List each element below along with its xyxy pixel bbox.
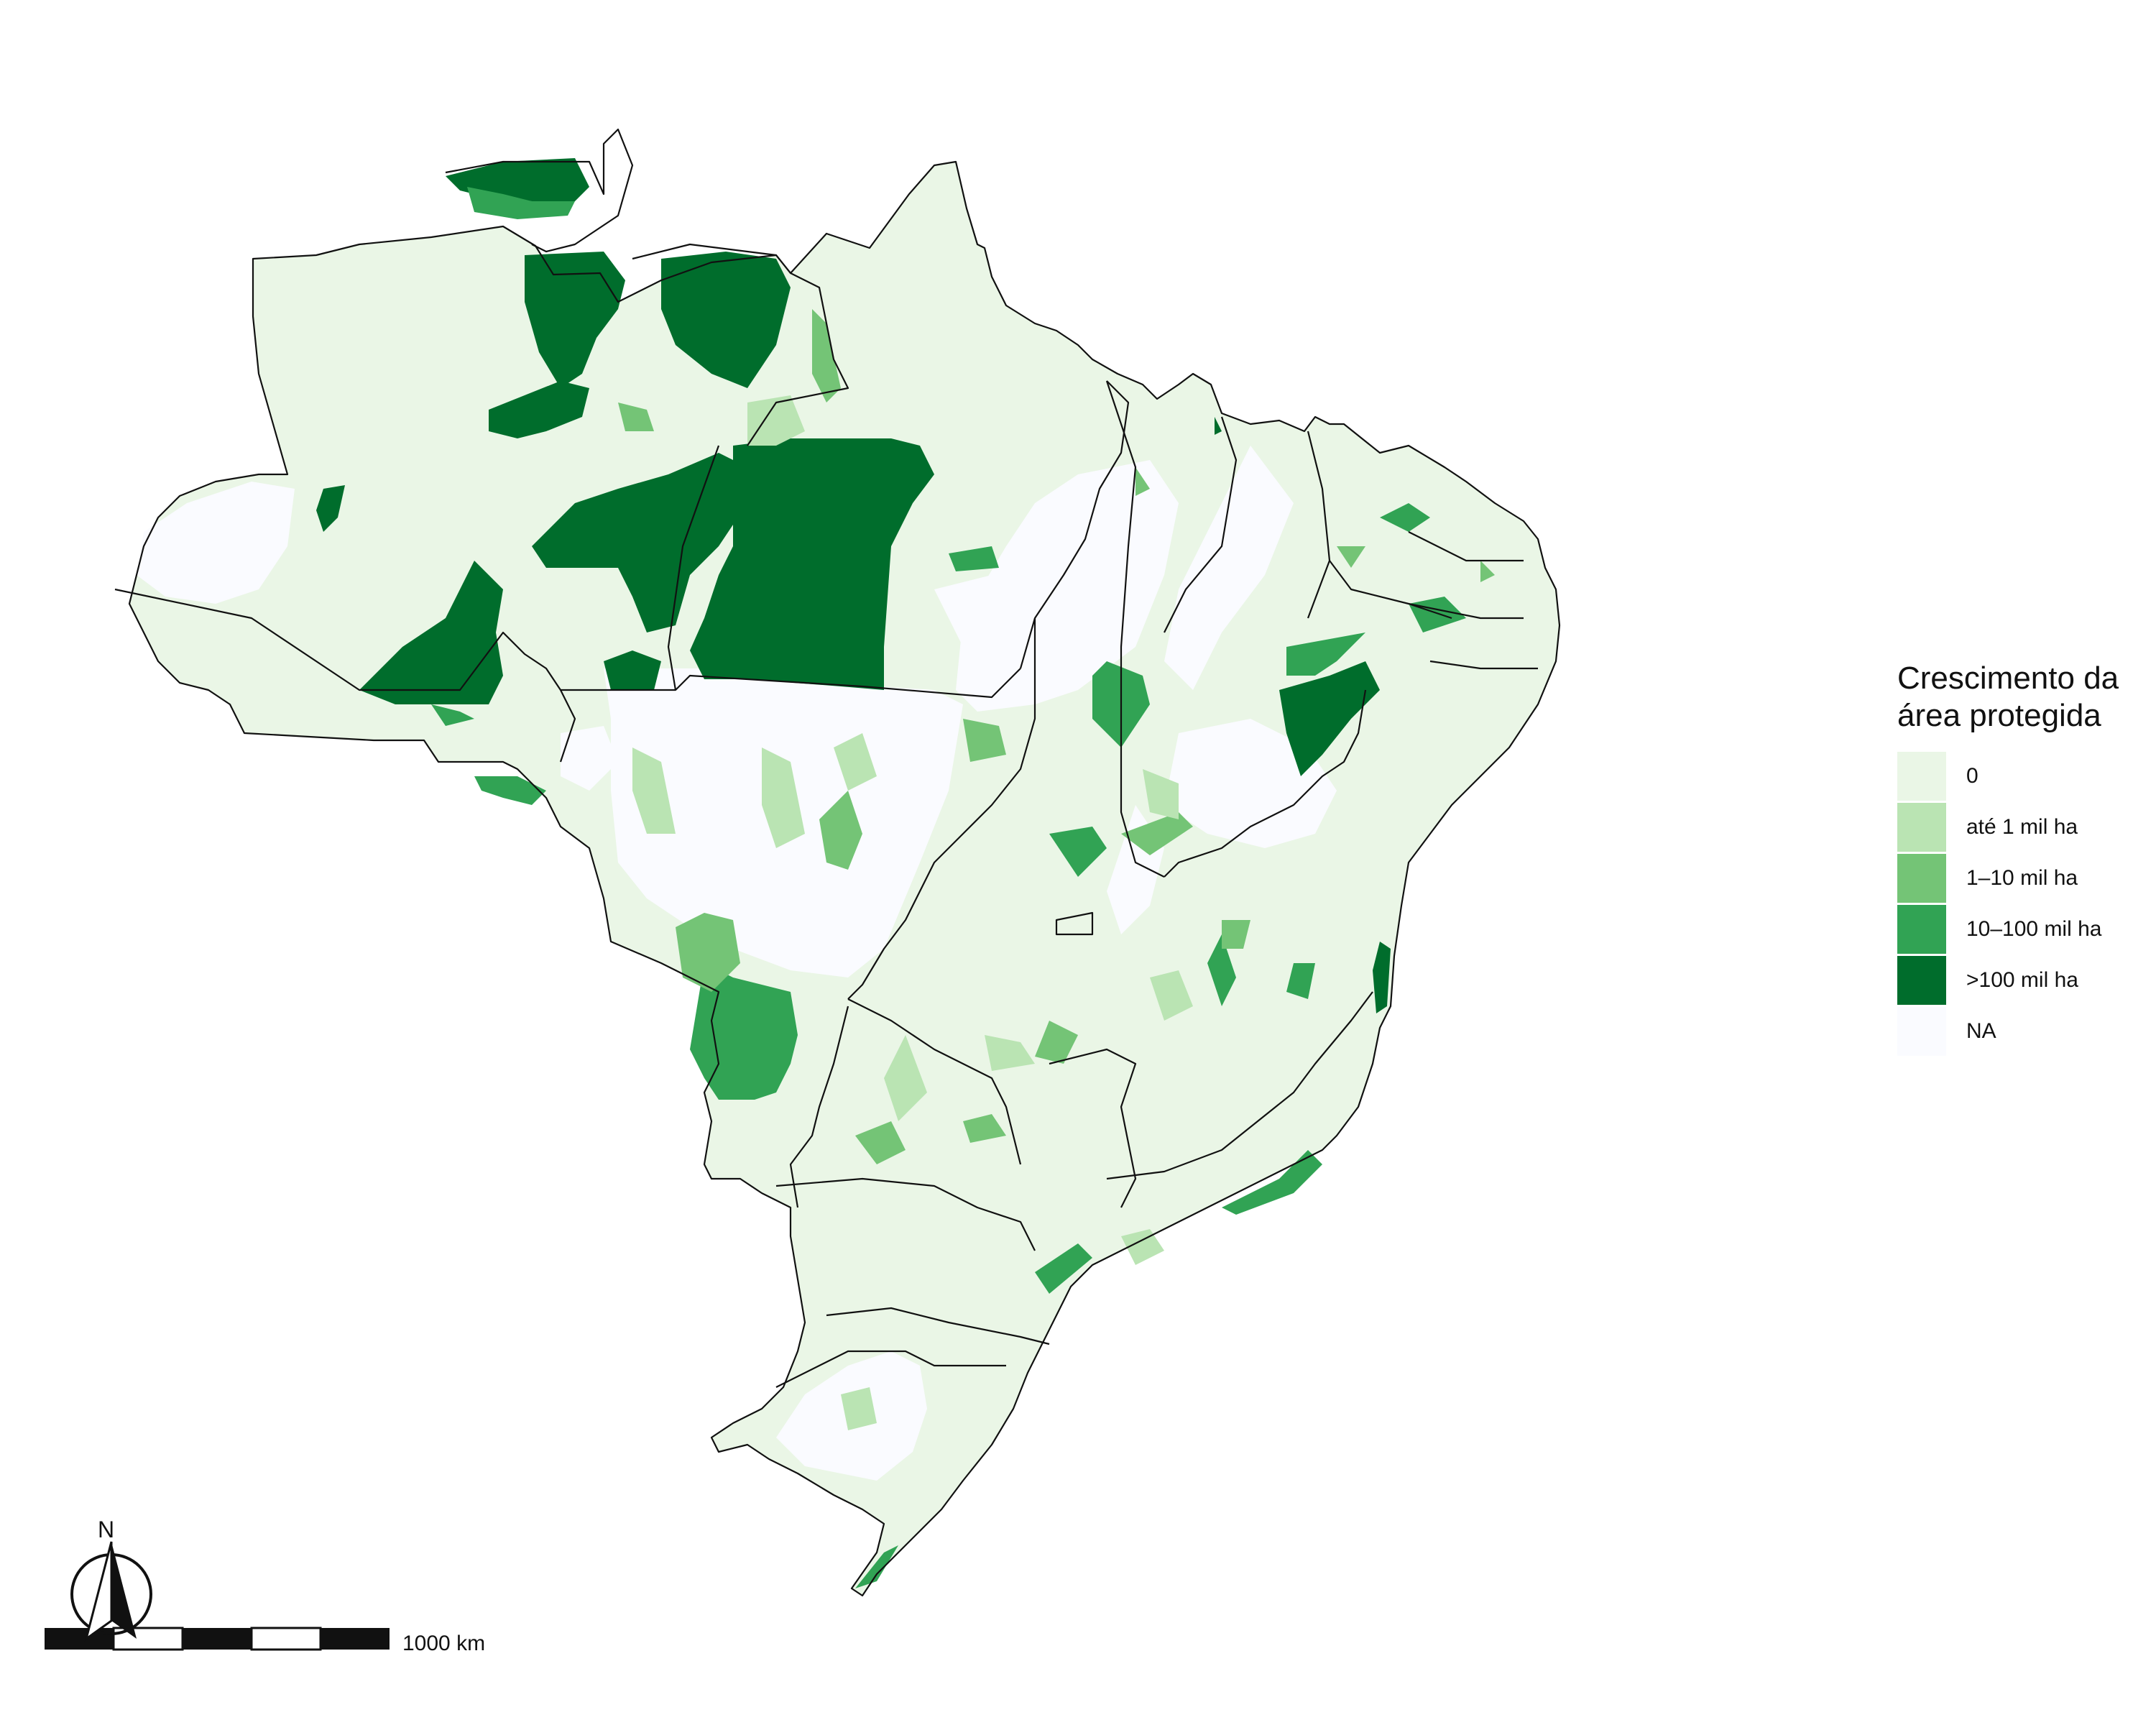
- legend-label: 1–10 mil ha: [1966, 865, 2078, 890]
- legend-item-0: 0: [1897, 750, 2119, 801]
- legend: Crescimento da área protegida 0 até 1 mi…: [1897, 660, 2119, 1057]
- legend-swatch: [1897, 1006, 1946, 1056]
- class-1k-10k: [618, 309, 1495, 1164]
- class-10k-100k: [431, 187, 1466, 1588]
- class-over-100k: [316, 158, 1391, 1013]
- state-borders: [114, 128, 1561, 1597]
- legend-label: até 1 mil ha: [1966, 814, 2078, 839]
- north-label: N: [98, 1517, 115, 1542]
- legend-title-line2: área protegida: [1897, 698, 2101, 733]
- legend-label: >100 mil ha: [1966, 967, 2078, 992]
- legend-item-2: 1–10 mil ha: [1897, 852, 2119, 903]
- legend-title-line1: Crescimento da: [1897, 661, 2119, 696]
- legend-label: 0: [1966, 763, 1978, 788]
- legend-swatch: [1897, 853, 1946, 903]
- legend-item-4: >100 mil ha: [1897, 954, 2119, 1006]
- legend-swatch: [1897, 904, 1946, 954]
- legend-item-1: até 1 mil ha: [1897, 801, 2119, 852]
- na-regions: [137, 446, 1337, 1481]
- north-arrow-icon: [70, 1541, 152, 1642]
- legend-label: 10–100 mil ha: [1966, 916, 2102, 941]
- class-upto-1k: [632, 395, 1193, 1430]
- legend-item-3: 10–100 mil ha: [1897, 903, 2119, 954]
- legend-label: NA: [1966, 1018, 1996, 1043]
- legend-swatch: [1897, 751, 1946, 801]
- legend-title: Crescimento da área protegida: [1897, 660, 2119, 735]
- scale-bar-label: 1000 km: [402, 1632, 486, 1655]
- legend-swatch: [1897, 802, 1946, 852]
- legend-swatch: [1897, 955, 1946, 1005]
- legend-item-5: NA: [1897, 1006, 2119, 1057]
